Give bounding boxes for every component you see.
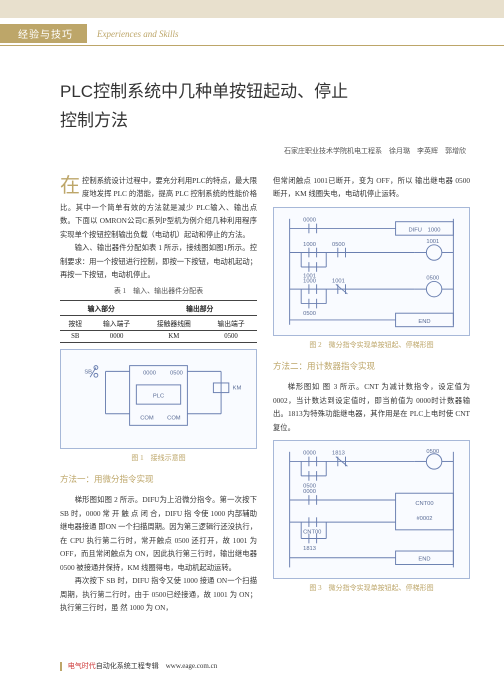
th-input: 输入部分 bbox=[60, 300, 143, 315]
right-column: 但常闭触点 1001已断开，变为 OFF，所以 输出继电器 0500 断开，KM… bbox=[273, 174, 470, 615]
io-table: 输入部分 输出部分 按钮 输入端子 接触器线圈 输出端子 SB 0000 KM … bbox=[60, 300, 257, 343]
svg-text:0500: 0500 bbox=[332, 242, 345, 248]
svg-text:1813: 1813 bbox=[332, 451, 345, 457]
svg-text:1813: 1813 bbox=[303, 546, 316, 552]
ladder-svg-3: 0000 1813 0500 0500 0000 CNT00 #0002 bbox=[280, 447, 463, 572]
ladder-svg-2: 0000 DIFU 1000 1000 0500 1001 1001 bbox=[280, 214, 463, 330]
method-2-title: 方法二：用计数器指令实现 bbox=[273, 360, 470, 372]
para-1: 在 控制系统设计过程中，要充分利用PLC的特点，最大限度地发挥 PLC 的潜能，… bbox=[60, 174, 257, 241]
para-r2-text: 梯形图如 图 3 所示。CNT 为减计数指令，设定值为 0002，当计数达到设定… bbox=[273, 380, 470, 434]
svg-text:COM: COM bbox=[140, 415, 154, 421]
left-column: 在 控制系统设计过程中，要充分利用PLC的特点，最大限度地发挥 PLC 的潜能，… bbox=[60, 174, 257, 615]
th-output: 输出部分 bbox=[143, 300, 257, 315]
figure-2: 0000 DIFU 1000 1000 0500 1001 1001 bbox=[273, 207, 470, 337]
svg-text:1001: 1001 bbox=[332, 278, 345, 284]
svg-text:0000: 0000 bbox=[303, 217, 316, 223]
td: 输入端子 bbox=[91, 315, 143, 330]
footer-bar-icon bbox=[60, 662, 62, 671]
para-r2: 梯形图如 图 3 所示。CNT 为减计数指令，设定值为 0002，当计数达到设定… bbox=[273, 380, 470, 434]
svg-text:0500: 0500 bbox=[426, 449, 439, 455]
svg-text:0500: 0500 bbox=[426, 275, 439, 281]
svg-text:CNT00: CNT00 bbox=[303, 530, 321, 536]
svg-text:PLC: PLC bbox=[153, 393, 164, 399]
footer-journal: 电气时代 bbox=[68, 662, 96, 670]
title-line-2: 控制方法 bbox=[60, 111, 128, 130]
page-footer: 电气时代自动化系统工程专辑 www.eage.com.cn bbox=[60, 661, 217, 671]
main-content: PLC控制系统中几种单按钮起动、停止 控制方法 石家庄职业技术学院机电工程系 徐… bbox=[60, 78, 470, 615]
two-columns: 在 控制系统设计过程中，要充分利用PLC的特点，最大限度地发挥 PLC 的潜能，… bbox=[60, 174, 470, 615]
para-r1: 但常闭触点 1001已断开，变为 OFF，所以 输出继电器 0500 断开，KM… bbox=[273, 174, 470, 201]
section-pill: 经验与技巧 bbox=[0, 24, 87, 43]
section-sub: Experiences and Skills bbox=[97, 29, 178, 39]
td: 0500 bbox=[205, 330, 257, 342]
footer-rest: 自动化系统工程专辑 www.eage.com.cn bbox=[96, 662, 217, 670]
svg-text:COM: COM bbox=[167, 415, 181, 421]
top-strip bbox=[0, 0, 504, 18]
td: 输出端子 bbox=[205, 315, 257, 330]
header-rule bbox=[0, 45, 504, 46]
para-2-text: 输入、输出器件分配如表 1 所示，接线图如图1所示。控制要求：用一个按钮进行控制… bbox=[60, 241, 257, 281]
td: KM bbox=[143, 330, 206, 342]
para-1-text: 控制系统设计过程中，要充分利用PLC的特点，最大限度地发挥 PLC 的潜能，提高… bbox=[60, 176, 257, 239]
svg-text:END: END bbox=[418, 319, 430, 325]
svg-text:DIFU 1000: DIFU 1000 bbox=[408, 227, 440, 233]
method-1-title: 方法一：用微分指令实现 bbox=[60, 473, 257, 485]
td: 0000 bbox=[91, 330, 143, 342]
svg-text:1000: 1000 bbox=[303, 242, 316, 248]
svg-text:#0002: #0002 bbox=[416, 516, 432, 522]
table-1-caption: 表 1 输入、输出器件分配表 bbox=[60, 286, 257, 296]
svg-text:1001: 1001 bbox=[426, 239, 439, 245]
svg-text:0500: 0500 bbox=[170, 370, 183, 376]
para-3-text: 梯形图如图 2 所示。DIFU为上沿微分指令。第一次按下 SB 时，0000 常… bbox=[60, 493, 257, 574]
fig3-caption: 图 3 微分指令实现单按钮起、停梯形图 bbox=[273, 583, 470, 593]
svg-text:CNT00: CNT00 bbox=[415, 501, 433, 507]
svg-text:END: END bbox=[418, 557, 430, 563]
para-2: 输入、输出器件分配如表 1 所示，接线图如图1所示。控制要求：用一个按钮进行控制… bbox=[60, 241, 257, 281]
svg-text:0000: 0000 bbox=[303, 451, 316, 457]
article-title: PLC控制系统中几种单按钮起动、停止 控制方法 bbox=[60, 78, 470, 136]
title-line-1: PLC控制系统中几种单按钮起动、停止 bbox=[60, 82, 348, 101]
td: SB bbox=[60, 330, 91, 342]
page-header: 经验与技巧 Experiences and Skills bbox=[0, 24, 504, 46]
svg-text:KM: KM bbox=[233, 385, 242, 391]
wiring-svg: PLC 0000 0500 SB COM KM COM bbox=[67, 356, 250, 443]
fig1-caption: 图 1 接线示意图 bbox=[60, 453, 257, 463]
td: 按钮 bbox=[60, 315, 91, 330]
affiliation: 石家庄职业技术学院机电工程系 徐月璐 李英辉 郭增欣 bbox=[60, 146, 470, 156]
para-4-text: 再次按下 SB 时，DIFU 指令又使 1000 接通 ON一个扫描周期，执行第… bbox=[60, 574, 257, 614]
svg-text:1000: 1000 bbox=[303, 278, 316, 284]
para-r1-text: 但常闭触点 1001已断开，变为 OFF，所以 输出继电器 0500 断开，KM… bbox=[273, 176, 470, 198]
svg-text:0000: 0000 bbox=[143, 370, 156, 376]
figure-1: PLC 0000 0500 SB COM KM COM bbox=[60, 349, 257, 450]
para-4: 再次按下 SB 时，DIFU 指令又使 1000 接通 ON一个扫描周期，执行第… bbox=[60, 574, 257, 614]
svg-text:0000: 0000 bbox=[303, 489, 316, 495]
figure-3: 0000 1813 0500 0500 0000 CNT00 #0002 bbox=[273, 440, 470, 579]
fig2-caption: 图 2 微分指令实现单按钮起、停梯形图 bbox=[273, 340, 470, 350]
svg-text:SB: SB bbox=[84, 369, 92, 375]
para-3: 梯形图如图 2 所示。DIFU为上沿微分指令。第一次按下 SB 时，0000 常… bbox=[60, 493, 257, 574]
dropcap: 在 bbox=[60, 176, 80, 196]
svg-text:0500: 0500 bbox=[303, 311, 316, 317]
td: 接触器线圈 bbox=[143, 315, 206, 330]
